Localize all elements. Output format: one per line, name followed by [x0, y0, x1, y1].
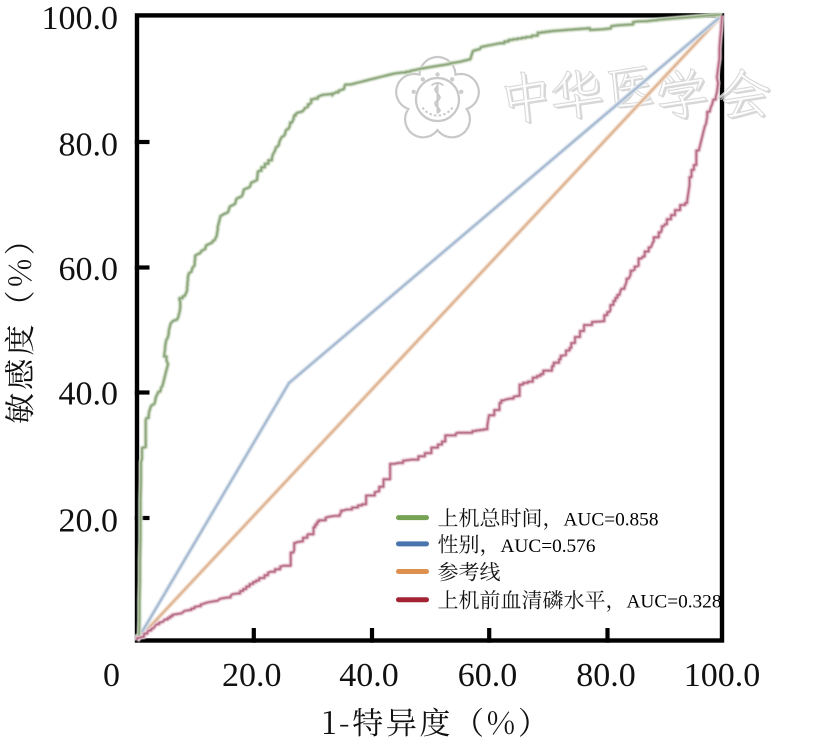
svg-text:AUC=0.576: AUC=0.576	[501, 536, 596, 557]
svg-text:0: 0	[103, 657, 120, 694]
svg-text:AUC=0.858: AUC=0.858	[564, 510, 659, 531]
svg-text:40.0: 40.0	[59, 376, 119, 413]
svg-text:100.0: 100.0	[684, 657, 761, 694]
svg-text:AUC=0.328: AUC=0.328	[627, 592, 722, 613]
svg-text:20.0: 20.0	[222, 657, 282, 694]
svg-text:80.0: 80.0	[59, 127, 119, 164]
svg-text:40.0: 40.0	[339, 657, 399, 694]
svg-text:20.0: 20.0	[59, 503, 119, 540]
svg-text:60.0: 60.0	[59, 251, 119, 288]
svg-text:100.0: 100.0	[42, 0, 119, 37]
svg-text:60.0: 60.0	[458, 657, 518, 694]
svg-text:80.0: 80.0	[576, 657, 636, 694]
